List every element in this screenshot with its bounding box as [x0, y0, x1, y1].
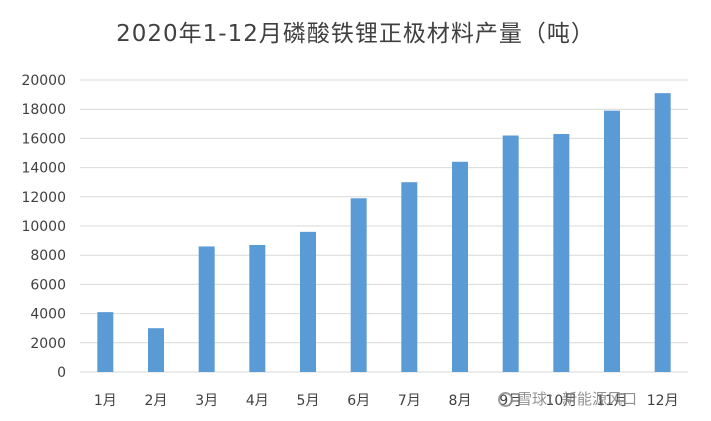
x-tick-label: 5月	[297, 393, 320, 409]
watermark-text: 雪球：新能源风口	[517, 390, 638, 408]
x-tick-label: 6月	[347, 393, 370, 409]
x-tick-label: 2月	[145, 393, 168, 409]
x-tick-label: 12月	[647, 393, 679, 409]
y-tick-label: 0	[57, 365, 66, 381]
y-tick-label: 12000	[21, 190, 66, 206]
bar	[401, 182, 418, 372]
watermark: 雪球：新能源风口	[498, 388, 637, 409]
x-tick-label: 8月	[449, 393, 472, 409]
x-tick-label: 11月	[596, 393, 628, 409]
y-tick-label: 10000	[21, 219, 66, 235]
x-tick-label: 1月	[94, 393, 117, 409]
y-tick-label: 20000	[21, 73, 66, 89]
bar	[452, 161, 468, 372]
bar	[654, 93, 671, 372]
snowball-logo-icon	[498, 392, 513, 407]
bar	[249, 244, 266, 372]
y-tick-label: 8000	[30, 248, 66, 264]
bar	[604, 110, 620, 372]
x-tick-label: 4月	[246, 393, 269, 409]
y-tick-label: 4000	[30, 307, 66, 323]
x-tick-label: 10月	[545, 393, 577, 409]
y-tick-label: 6000	[30, 277, 66, 293]
x-tick-label: 3月	[195, 393, 218, 409]
y-tick-label: 18000	[21, 102, 66, 118]
x-tick-label: 7月	[398, 393, 421, 409]
bar	[198, 246, 215, 372]
chart-title: 2020年1-12月磷酸铁锂正极材料产量（吨）	[116, 21, 595, 47]
y-tick-label: 16000	[21, 131, 66, 147]
bar	[502, 135, 519, 372]
y-tick-label: 14000	[21, 161, 66, 177]
y-tick-label: 2000	[30, 336, 66, 352]
bar	[300, 231, 316, 372]
bar	[148, 328, 164, 372]
bar	[350, 198, 367, 372]
bar	[553, 134, 570, 372]
bar	[97, 312, 114, 372]
